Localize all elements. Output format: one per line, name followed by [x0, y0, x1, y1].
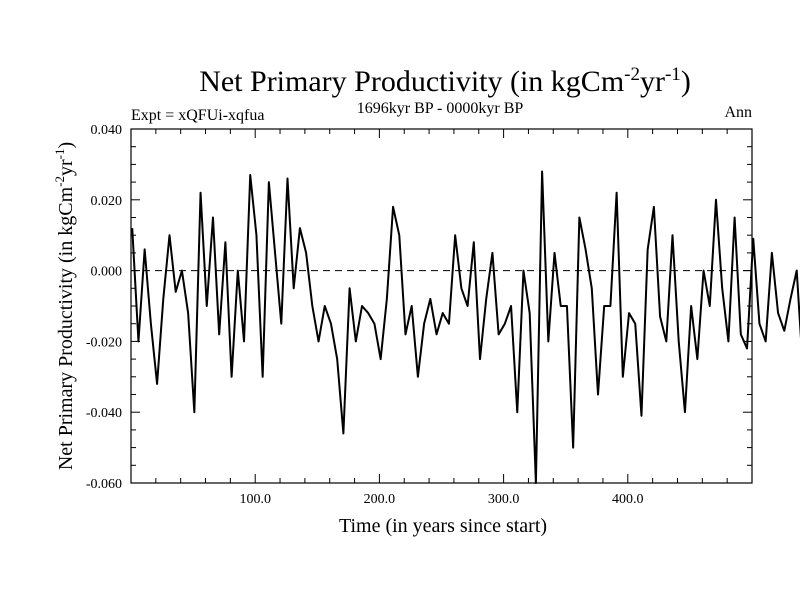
- ylabel-mid: yr: [55, 159, 77, 176]
- x-tick-label: 400.0: [612, 492, 644, 507]
- ylabel-text: Net Primary Productivity (in kgCm: [55, 186, 77, 470]
- ylabel-sup1: -2: [52, 176, 67, 187]
- y-tick-label: 0.000: [91, 265, 123, 280]
- y-tick-label: -0.020: [86, 335, 122, 350]
- ylabel-sup2: -1: [52, 149, 67, 160]
- subtitle-experiment: Expt = xQFUi-xqfua: [131, 107, 264, 124]
- ylabel-end: ): [55, 142, 77, 149]
- plot-area: 100.0 200.0 300.0 400.0 0.040 0.020 0.000 -0.02…: [86, 123, 800, 507]
- series-line-0: [131, 170, 800, 484]
- title-mid: yr: [640, 65, 665, 98]
- title-end: ): [681, 65, 691, 98]
- y-tick-label: 0.040: [91, 123, 123, 138]
- subtitle-period: 1696kyr BP - 0000kyr BP: [357, 100, 524, 117]
- x-axis-label: Time (in years since start): [339, 515, 547, 537]
- x-tick-label: 300.0: [488, 492, 520, 507]
- title-sup1: -2: [624, 64, 640, 85]
- title-text: Net Primary Productivity (in kgCm: [199, 65, 624, 98]
- chart-title: Net Primary Productivity (in kgCm-2yr-1): [199, 64, 691, 98]
- y-axis-label: Net Primary Productivity (in kgCm-2yr-1): [52, 142, 77, 470]
- y-tick-label: -0.040: [86, 406, 122, 421]
- y-tick-label: 0.020: [91, 194, 123, 209]
- title-sup2: -1: [665, 64, 681, 85]
- x-tick-label: 200.0: [364, 492, 396, 507]
- x-tick-label: 100.0: [239, 492, 271, 507]
- subtitle-season: Ann: [724, 104, 752, 121]
- y-tick-label: -0.060: [86, 477, 122, 492]
